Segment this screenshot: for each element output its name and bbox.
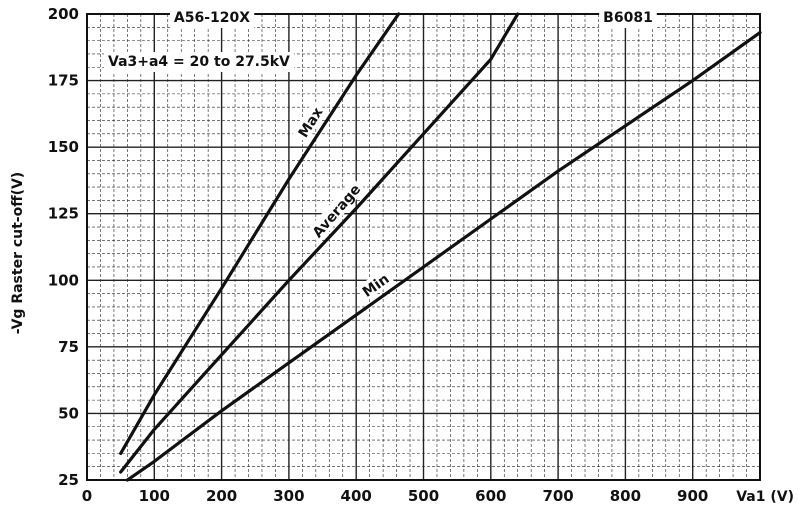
series-label-group: Average	[306, 178, 366, 243]
series-line-average	[119, 12, 520, 474]
series-label-bg	[292, 101, 328, 143]
annotation-bg	[169, 8, 255, 28]
annotation-bg	[104, 52, 295, 72]
y-axis-label: -Vg Raster cut-off(V)	[10, 172, 26, 334]
y-tick-label: 50	[58, 404, 79, 422]
series-line-max	[119, 12, 401, 455]
y-tick-label: 75	[58, 338, 79, 356]
x-tick-label: 300	[273, 487, 304, 505]
y-tick-label: 25	[58, 471, 79, 489]
grid	[86, 13, 761, 481]
x-axis-label: Va1 (V)	[736, 489, 794, 505]
y-tick-label: 200	[48, 5, 79, 23]
tick-labels: 0 100 200 300 400 500 600 700 800 900 25 50 75 100 125…	[48, 5, 709, 505]
series-layer: Max Average Min	[119, 12, 762, 482]
y-tick-label: 150	[48, 138, 79, 156]
plot-frame	[86, 13, 761, 481]
series-label-group: Max	[292, 101, 328, 143]
voltage-condition-label: Va3+a4 = 20 to 27.5kV	[108, 54, 290, 70]
tube-type-label: A56-120X	[174, 10, 250, 26]
x-tick-label: 0	[82, 487, 92, 505]
x-tick-label: 600	[475, 487, 506, 505]
x-tick-label: 900	[677, 487, 708, 505]
axes	[86, 13, 761, 481]
x-tick-label: 800	[610, 487, 641, 505]
x-tick-label: 700	[542, 487, 573, 505]
x-tick-label: 500	[408, 487, 439, 505]
series-label-group: Min	[356, 267, 395, 302]
code-label: B6081	[603, 10, 653, 26]
x-tick-label: 200	[206, 487, 237, 505]
y-tick-label: 125	[48, 205, 79, 223]
series-line-min	[125, 31, 762, 482]
series-label-bg	[306, 178, 366, 243]
annotation-bg	[599, 8, 657, 28]
y-tick-label: 100	[48, 271, 79, 289]
x-tick-label: 100	[139, 487, 170, 505]
x-tick-label: 400	[341, 487, 372, 505]
y-tick-label: 175	[48, 72, 79, 90]
series-label-bg	[356, 267, 395, 302]
